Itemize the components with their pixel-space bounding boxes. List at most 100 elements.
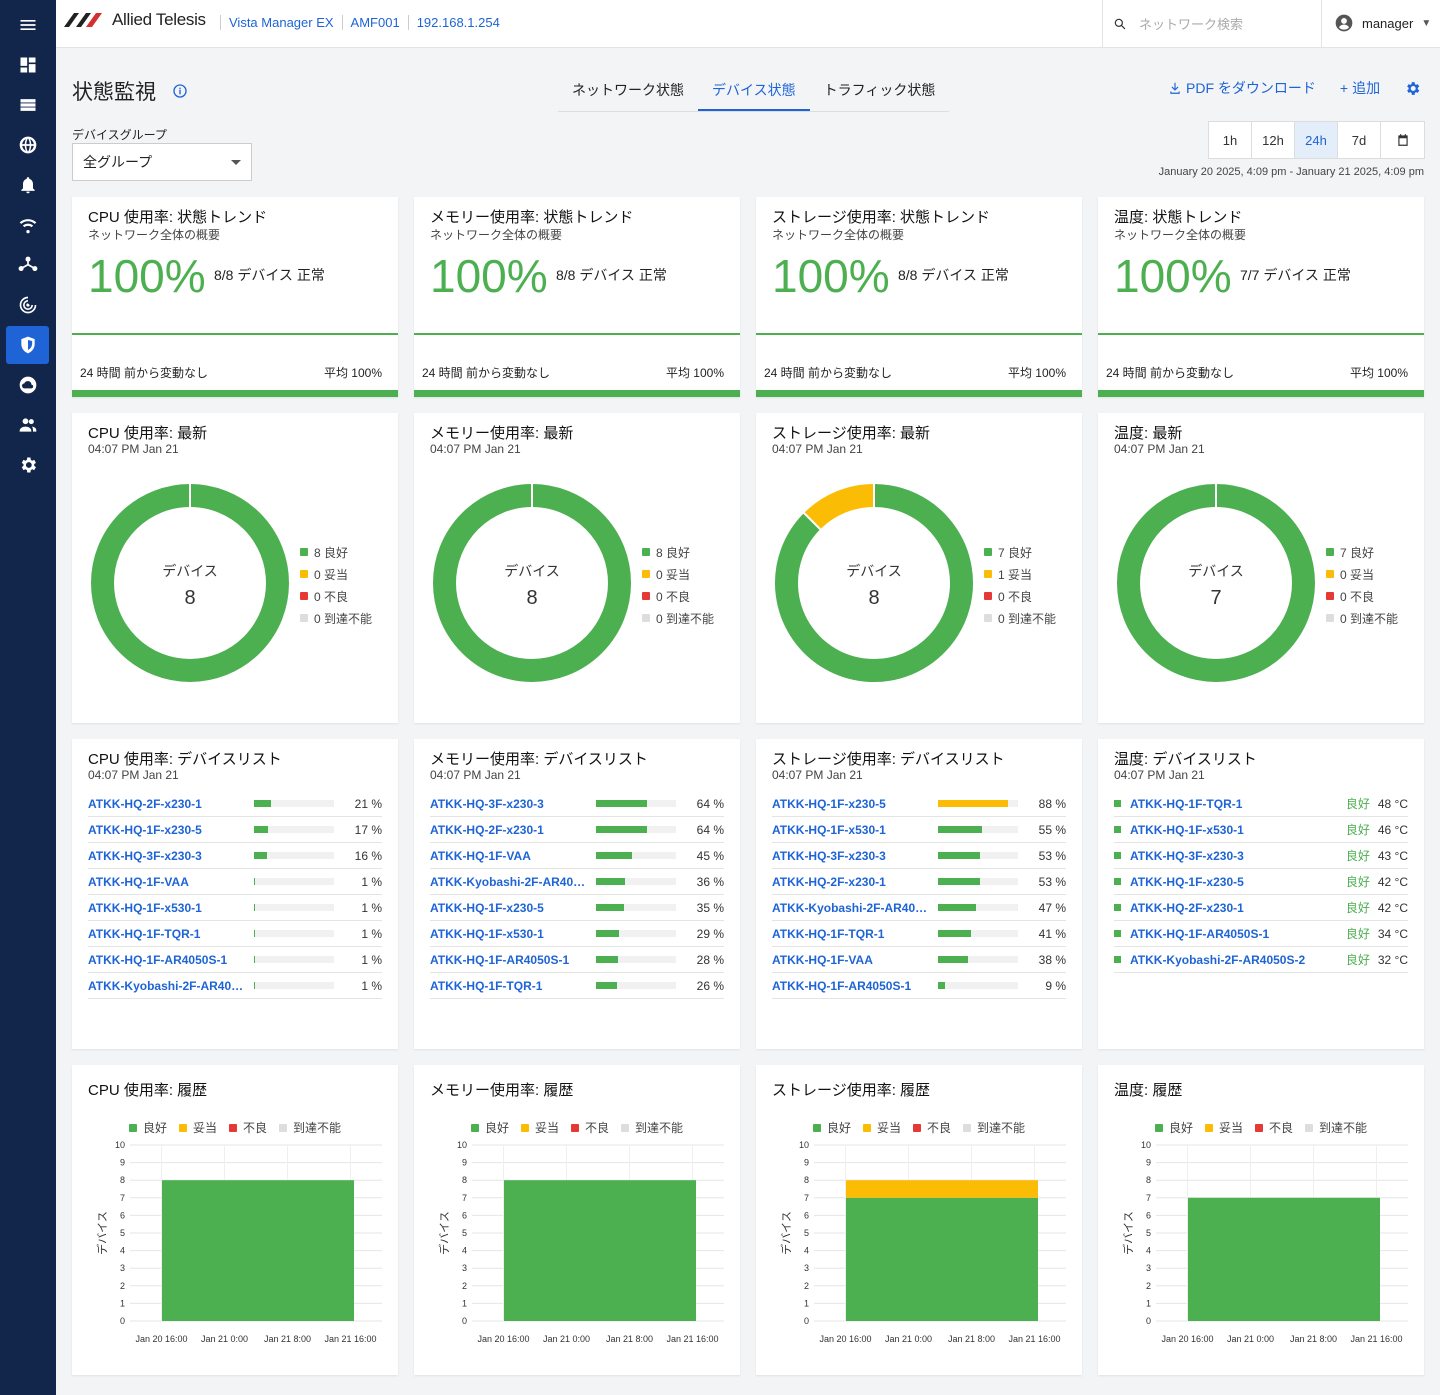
legend-item[interactable]: 0 不良: [1326, 585, 1398, 607]
calendar-icon[interactable]: [1381, 122, 1424, 158]
legend-item[interactable]: 妥当: [178, 1119, 217, 1136]
shield-icon[interactable]: [6, 326, 49, 364]
topology-icon[interactable]: [6, 246, 49, 284]
device-link[interactable]: ATKK-HQ-1F-VAA: [430, 848, 531, 863]
legend-item[interactable]: 良好: [128, 1119, 167, 1136]
device-link[interactable]: ATKK-HQ-1F-x530-1: [88, 900, 202, 915]
legend-item[interactable]: 不良: [913, 1119, 951, 1136]
brand-logo[interactable]: Allied Telesis: [64, 10, 206, 30]
legend-item[interactable]: 不良: [571, 1119, 609, 1136]
range-7d-button[interactable]: 7d: [1338, 122, 1381, 158]
device-link[interactable]: ATKK-HQ-2F-x230-1: [1130, 900, 1244, 915]
breadcrumb-app[interactable]: Vista Manager EX: [220, 15, 342, 30]
cloud-icon[interactable]: [6, 366, 49, 404]
legend-item[interactable]: 0 到達不能: [984, 607, 1056, 629]
tab-traffic-status[interactable]: トラフィック状態: [823, 82, 936, 98]
legend-item[interactable]: 0 妥当: [300, 563, 372, 585]
legend-item[interactable]: 7 良好: [984, 541, 1056, 563]
device-link[interactable]: ATKK-HQ-1F-x530-1: [772, 822, 886, 837]
legend-item[interactable]: 良好: [470, 1119, 509, 1136]
legend-item[interactable]: 不良: [229, 1119, 267, 1136]
bar-segment[interactable]: [846, 1197, 1038, 1321]
device-link[interactable]: ATKK-Kyobashi-2F-AR4050S-2: [1130, 952, 1306, 967]
legend-item[interactable]: 妥当: [520, 1119, 559, 1136]
bar-segment[interactable]: [846, 1180, 1038, 1198]
add-button[interactable]: + 追加: [1340, 78, 1380, 98]
legend-item[interactable]: 到達不能: [621, 1119, 683, 1136]
alarm-icon[interactable]: [6, 166, 49, 204]
legend-item[interactable]: 到達不能: [963, 1119, 1025, 1136]
device-link[interactable]: ATKK-HQ-3F-x230-3: [88, 848, 202, 863]
device-link[interactable]: ATKK-HQ-1F-VAA: [88, 874, 189, 889]
menu-icon[interactable]: [6, 6, 49, 44]
globe-icon[interactable]: [6, 126, 49, 164]
device-link[interactable]: ATKK-HQ-1F-AR4050S-1: [772, 978, 912, 993]
device-link[interactable]: ATKK-HQ-1F-x530-1: [1130, 822, 1244, 837]
tab-network-status[interactable]: ネットワーク状態: [572, 82, 684, 98]
device-link[interactable]: ATKK-HQ-1F-TQR-1: [88, 926, 201, 941]
device-link[interactable]: ATKK-HQ-3F-x230-3: [772, 848, 886, 863]
device-link[interactable]: ATKK-Kyobashi-2F-AR405…: [430, 874, 590, 889]
donut-slice[interactable]: [433, 484, 631, 682]
legend-item[interactable]: 7 良好: [1326, 541, 1398, 563]
donut-slice[interactable]: [1117, 484, 1315, 682]
legend-item[interactable]: 妥当: [862, 1119, 901, 1136]
range-12h-button[interactable]: 12h: [1252, 122, 1295, 158]
device-link[interactable]: ATKK-HQ-1F-x230-5: [88, 822, 202, 837]
device-link[interactable]: ATKK-HQ-3F-x230-3: [1130, 848, 1244, 863]
device-link[interactable]: ATKK-HQ-1F-AR4050S-1: [88, 952, 228, 967]
bar-segment[interactable]: [1188, 1197, 1380, 1321]
info-icon[interactable]: [172, 83, 188, 99]
legend-item[interactable]: 0 不良: [642, 585, 714, 607]
device-link[interactable]: ATKK-HQ-1F-TQR-1: [1130, 796, 1243, 811]
pdf-download-button[interactable]: PDF をダウンロード: [1168, 78, 1316, 98]
range-24h-button[interactable]: 24h: [1295, 122, 1338, 158]
device-link[interactable]: ATKK-HQ-1F-VAA: [772, 952, 873, 967]
donut-slice[interactable]: [803, 484, 875, 530]
device-link[interactable]: ATKK-Kyobashi-2F-AR405…: [88, 978, 248, 993]
tab-device-status[interactable]: デバイス状態: [698, 70, 810, 111]
device-link[interactable]: ATKK-HQ-1F-TQR-1: [772, 926, 885, 941]
device-link[interactable]: ATKK-HQ-2F-x230-1: [430, 822, 544, 837]
legend-item[interactable]: 到達不能: [1305, 1119, 1367, 1136]
legend-item[interactable]: 0 到達不能: [642, 607, 714, 629]
device-link[interactable]: ATKK-HQ-2F-x230-1: [88, 796, 202, 811]
device-link[interactable]: ATKK-HQ-1F-x230-5: [430, 900, 544, 915]
legend-item[interactable]: 0 妥当: [1326, 563, 1398, 585]
device-link[interactable]: ATKK-HQ-1F-x230-5: [772, 796, 886, 811]
gear-icon[interactable]: [1404, 80, 1425, 97]
legend-item[interactable]: 0 到達不能: [300, 607, 372, 629]
donut-slice[interactable]: [775, 484, 973, 682]
legend-item[interactable]: 良好: [812, 1119, 851, 1136]
wifi-icon[interactable]: [6, 206, 49, 244]
donut-slice[interactable]: [91, 484, 289, 682]
legend-item[interactable]: 0 妥当: [642, 563, 714, 585]
device-link[interactable]: ATKK-HQ-1F-x230-5: [1130, 874, 1244, 889]
radar-icon[interactable]: [6, 286, 49, 324]
device-link[interactable]: ATKK-HQ-1F-AR4050S-1: [1130, 926, 1270, 941]
bar-segment[interactable]: [162, 1180, 354, 1321]
device-link[interactable]: ATKK-HQ-1F-TQR-1: [430, 978, 543, 993]
search-input[interactable]: ネットワーク検索: [1102, 0, 1322, 47]
dashboard-icon[interactable]: [6, 46, 49, 84]
legend-item[interactable]: 8 良好: [642, 541, 714, 563]
range-1h-button[interactable]: 1h: [1209, 122, 1252, 158]
device-group-select[interactable]: 全グループ: [72, 143, 252, 181]
legend-item[interactable]: 0 不良: [984, 585, 1056, 607]
legend-item[interactable]: 0 不良: [300, 585, 372, 607]
user-menu[interactable]: manager ▼: [1334, 13, 1431, 33]
bar-segment[interactable]: [504, 1180, 696, 1321]
legend-item[interactable]: 妥当: [1204, 1119, 1243, 1136]
device-link[interactable]: ATKK-Kyobashi-2F-AR405…: [772, 900, 932, 915]
legend-item[interactable]: 良好: [1154, 1119, 1193, 1136]
device-link[interactable]: ATKK-HQ-2F-x230-1: [772, 874, 886, 889]
list-icon[interactable]: [6, 86, 49, 124]
breadcrumb-ip[interactable]: 192.168.1.254: [407, 15, 508, 30]
breadcrumb-amf[interactable]: AMF001: [341, 15, 408, 30]
legend-item[interactable]: 8 良好: [300, 541, 372, 563]
settings-icon[interactable]: [6, 446, 49, 484]
legend-item[interactable]: 1 妥当: [984, 563, 1056, 585]
device-link[interactable]: ATKK-HQ-3F-x230-3: [430, 796, 544, 811]
legend-item[interactable]: 到達不能: [279, 1119, 341, 1136]
legend-item[interactable]: 0 到達不能: [1326, 607, 1398, 629]
